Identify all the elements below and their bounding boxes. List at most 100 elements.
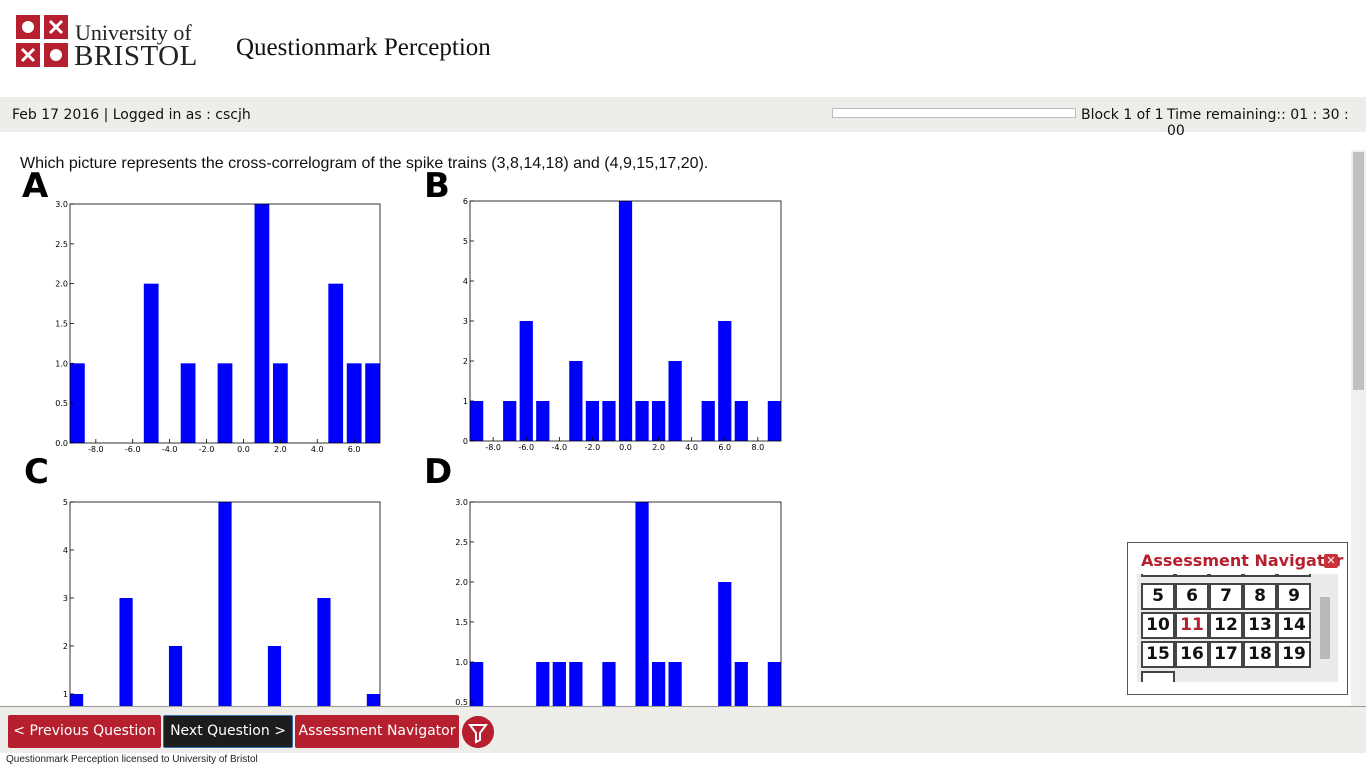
question-cell[interactable]: 17 [1209, 641, 1243, 668]
previous-button[interactable]: < Previous Question [8, 715, 161, 748]
bar [552, 662, 566, 706]
question-cell[interactable]: 6 [1175, 583, 1209, 610]
y-tick-label: 0.5 [455, 698, 468, 706]
bar [70, 694, 84, 706]
question-cell[interactable]: 12 [1209, 612, 1243, 639]
status-bar: Feb 17 2016 | Logged in as : cscjh Block… [0, 97, 1366, 139]
plot-frame [69, 501, 381, 706]
question-cell-partial[interactable] [1175, 574, 1209, 577]
y-tick-label: 4 [63, 546, 68, 555]
question-cell[interactable]: 16 [1175, 641, 1209, 668]
bar [272, 363, 288, 443]
bar [503, 401, 517, 441]
bar [365, 363, 380, 443]
timer: Time remaining:: 01 : 30 : 00 [1167, 107, 1349, 139]
y-tick-label: 0.5 [55, 399, 68, 408]
question-cell[interactable]: 13 [1243, 612, 1277, 639]
navigator-scroll[interactable] [1320, 597, 1330, 659]
y-tick-label: 1.0 [55, 359, 68, 368]
bar [519, 321, 533, 441]
next-button[interactable]: Next Question > [163, 715, 293, 748]
close-button[interactable]: ✕ [1324, 554, 1338, 568]
bar [569, 662, 583, 706]
bar [346, 363, 362, 443]
y-tick-label: 2.5 [55, 240, 68, 249]
y-tick-label: 2.0 [55, 280, 68, 289]
question-cell[interactable]: 8 [1243, 583, 1277, 610]
question-cell[interactable]: 18 [1243, 641, 1277, 668]
bar [602, 662, 616, 706]
bar [651, 401, 666, 441]
logo-text: University of [75, 20, 192, 45]
answer-charts: A 0.0 0.5 1.0 1.5 2.0 2.5 3.0 -8.0 -6.0 -4.0 -2.0 0.… [22, 166, 782, 706]
question-cell[interactable]: 10 [1141, 612, 1175, 639]
chart-title: B [424, 166, 450, 206]
bar [767, 662, 781, 706]
x-tick-label: -6.0 [125, 445, 141, 454]
bar [701, 401, 715, 441]
x-tick-label: -8.0 [485, 443, 501, 452]
y-tick-label: 3 [63, 594, 68, 603]
y-tick-label: 4 [463, 277, 468, 286]
navigator-button[interactable]: Assessment Navigator [295, 715, 459, 748]
progress-bar [832, 108, 1076, 118]
question-cell[interactable]: 7 [1209, 583, 1243, 610]
y-tick-label: 2 [463, 357, 468, 366]
x-tick-label: -4.0 [552, 443, 568, 452]
bar [217, 363, 233, 443]
question-cell-partial[interactable] [1277, 574, 1311, 577]
bar [119, 598, 133, 706]
y-tick-label: 1 [63, 690, 68, 699]
x-tick-label: -2.0 [199, 445, 215, 454]
navigator-title: Assessment Navigator [1141, 551, 1344, 570]
x-tick-label: 4.0 [685, 443, 698, 452]
y-tick-label: 3.0 [55, 200, 68, 209]
bar [218, 502, 232, 706]
bar [470, 662, 484, 706]
bar [668, 662, 682, 706]
chart-title: A [22, 166, 49, 206]
flag-button[interactable] [462, 716, 494, 748]
bar [536, 401, 550, 441]
bar [569, 361, 583, 441]
bar [536, 662, 550, 706]
y-tick-label: 5 [63, 498, 68, 507]
plot-frame [469, 200, 782, 442]
y-tick-label: 1.0 [455, 658, 468, 667]
x-tick-label: 6.0 [718, 443, 731, 452]
question-cell[interactable]: 14 [1277, 612, 1311, 639]
x-tick-label: -6.0 [518, 443, 534, 452]
bar [718, 582, 732, 706]
y-tick-label: 3 [463, 317, 468, 326]
y-tick-label: 1 [463, 397, 468, 406]
bar [254, 204, 270, 443]
y-tick-label: 1.5 [55, 320, 68, 329]
logo [16, 15, 68, 67]
x-tick-label: 0.0 [619, 443, 632, 452]
question-text: Which picture represents the cross-corre… [20, 155, 709, 172]
x-tick-label: 4.0 [311, 445, 324, 454]
question-cell[interactable]: 11 [1175, 612, 1209, 639]
question-cell-partial[interactable] [1243, 574, 1277, 577]
x-tick-label: 0.0 [237, 445, 250, 454]
bar [618, 201, 633, 441]
question-cell-partial[interactable] [1141, 574, 1175, 577]
question-cell-partial[interactable] [1209, 574, 1243, 577]
x-tick-label: 6.0 [348, 445, 361, 454]
question-cell[interactable]: 15 [1141, 641, 1175, 668]
question-cell[interactable]: 19 [1277, 641, 1311, 668]
app-title: Questionmark Perception [236, 34, 491, 61]
session-info: Feb 17 2016 | Logged in as : cscjh [12, 107, 251, 123]
bar [767, 401, 781, 441]
header: University of BRISTOL Questionmark Perce… [0, 0, 1366, 97]
question-cell[interactable]: 9 [1277, 583, 1311, 610]
scroll-thumb[interactable] [1353, 152, 1364, 390]
bar [317, 598, 331, 706]
x-tick-label: -8.0 [88, 445, 104, 454]
question-cell-partial[interactable] [1141, 671, 1175, 682]
bar [668, 361, 682, 441]
y-tick-label: 2.0 [455, 578, 468, 587]
x-tick-label: 2.0 [274, 445, 287, 454]
question-cell[interactable]: 5 [1141, 583, 1175, 610]
